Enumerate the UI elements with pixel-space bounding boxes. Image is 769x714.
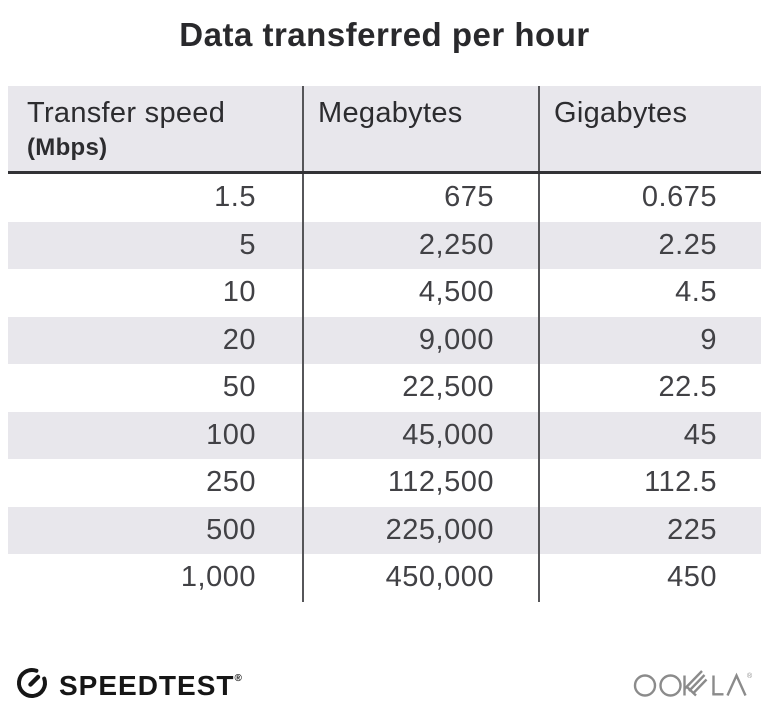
cell-gigabytes: 4.5	[538, 269, 761, 317]
header-gigabytes: Gigabytes	[538, 86, 761, 171]
cell-transfer-speed: 50	[222, 371, 256, 404]
data-table: Transfer speed (Mbps) Megabytes Gigabyte…	[8, 86, 761, 602]
cell-gigabytes: 450	[538, 554, 761, 602]
cell-transfer-speed: 5	[239, 228, 256, 261]
table-row: 5 2,250 2.25	[8, 221, 761, 269]
header-gigabytes-label: Gigabytes	[554, 97, 688, 129]
header-transfer-speed-label: Transfer speed	[27, 97, 226, 129]
cell-transfer-speed: 100	[206, 418, 256, 451]
ookla-wordmark-icon: ®	[633, 670, 753, 697]
cell-gigabytes: 45	[538, 411, 761, 459]
ookla-logo: ®	[633, 663, 755, 706]
cell-megabytes: 112,500	[302, 459, 538, 507]
table-row: 250 112,500 112.5	[8, 459, 761, 507]
footer: SPEEDTEST® ®	[14, 663, 755, 706]
speedometer-gauge-icon	[14, 665, 50, 706]
header-megabytes: Megabytes	[302, 86, 538, 171]
cell-transfer-speed: 10	[222, 276, 256, 309]
cell-gigabytes: 2.25	[538, 221, 761, 269]
cell-gigabytes: 0.675	[538, 174, 761, 222]
speedtest-trademark: ®	[234, 672, 243, 684]
cell-transfer-speed: 1,000	[180, 561, 256, 594]
cell-gigabytes: 22.5	[538, 364, 761, 412]
cell-megabytes: 22,500	[302, 364, 538, 412]
cell-transfer-speed: 20	[222, 323, 256, 356]
cell-megabytes: 45,000	[302, 411, 538, 459]
cell-megabytes: 9,000	[302, 316, 538, 364]
cell-megabytes: 2,250	[302, 221, 538, 269]
header-transfer-speed-unit: (Mbps)	[27, 134, 108, 161]
table-row: 100 45,000 45	[8, 411, 761, 459]
table-row: 1.5 675 0.675	[8, 174, 761, 222]
cell-megabytes: 450,000	[302, 554, 538, 602]
header-megabytes-label: Megabytes	[318, 97, 463, 129]
table-row: 1,000 450,000 450	[8, 554, 761, 602]
header-transfer-speed: Transfer speed (Mbps)	[8, 86, 302, 171]
cell-gigabytes: 112.5	[538, 459, 761, 507]
table-row: 500 225,000 225	[8, 506, 761, 554]
page-title: Data transferred per hour	[179, 16, 590, 53]
ookla-trademark: ®	[747, 672, 753, 680]
cell-gigabytes: 9	[538, 316, 761, 364]
cell-transfer-speed: 500	[206, 513, 256, 546]
table-body: 1.5 675 0.675 5 2,250 2.25 10 4,500 4.5 …	[8, 174, 761, 602]
cell-transfer-speed: 250	[206, 466, 256, 499]
cell-transfer-speed: 1.5	[214, 181, 256, 214]
cell-gigabytes: 225	[538, 506, 761, 554]
cell-megabytes: 225,000	[302, 506, 538, 554]
table-header-row: Transfer speed (Mbps) Megabytes Gigabyte…	[8, 86, 761, 174]
cell-megabytes: 4,500	[302, 269, 538, 317]
table-row: 10 4,500 4.5	[8, 269, 761, 317]
table-row: 50 22,500 22.5	[8, 364, 761, 412]
cell-megabytes: 675	[302, 174, 538, 222]
speedtest-wordmark: SPEEDTEST®	[59, 669, 243, 701]
speedtest-logo: SPEEDTEST®	[14, 665, 243, 706]
table-row: 20 9,000 9	[8, 316, 761, 364]
